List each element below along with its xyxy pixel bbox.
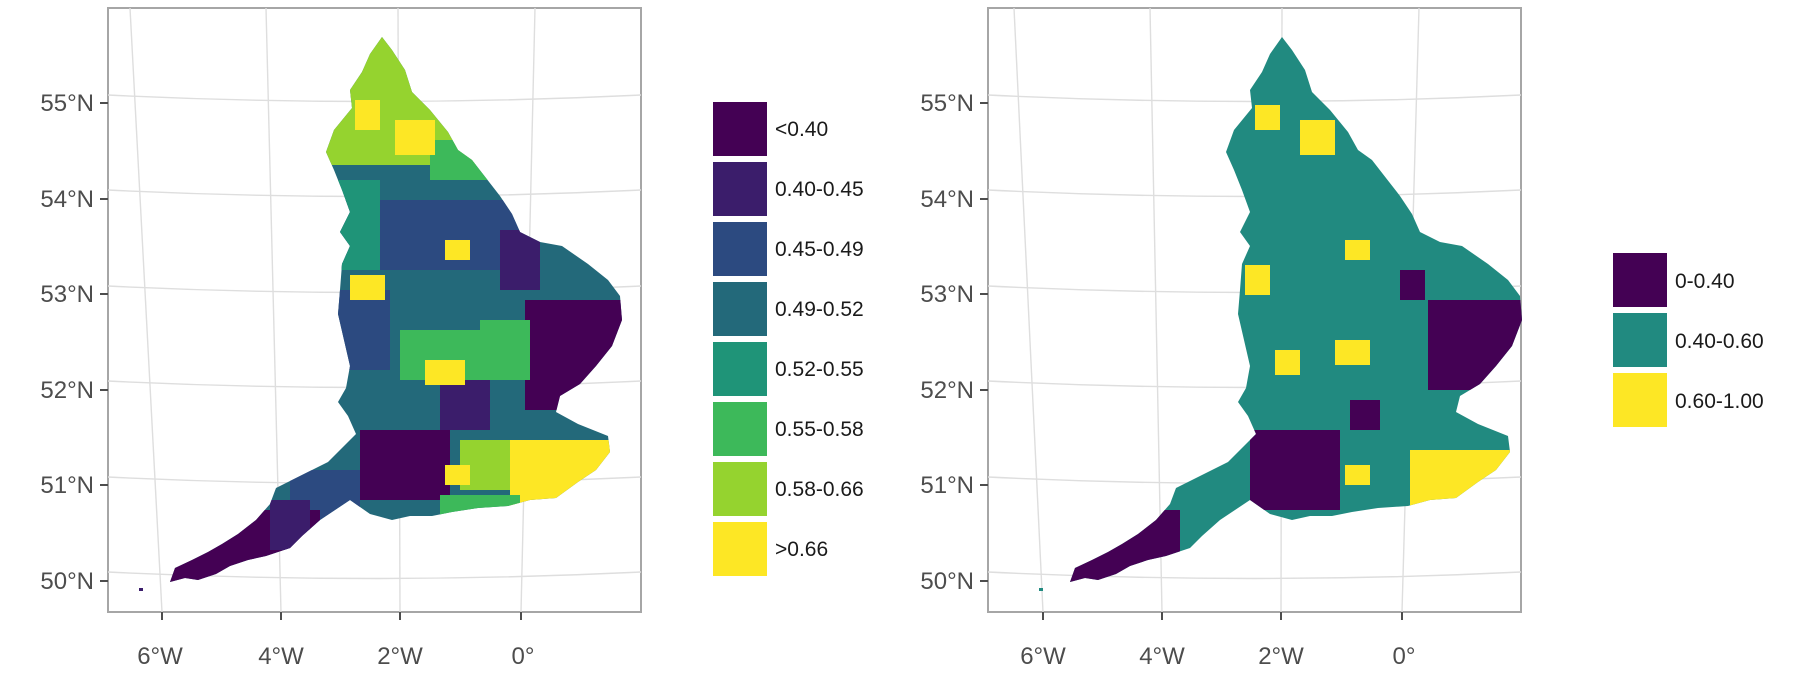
lon-axis: 6°W 4°W 2°W 0°: [1020, 612, 1415, 670]
legend-key-swatch: [1613, 313, 1667, 367]
lat-axis: 55°N 54°N 53°N 52°N 51°N 50°N: [40, 90, 108, 595]
lat-tick-label: 53°N: [40, 281, 94, 308]
region-scilly: [1039, 588, 1043, 591]
map-panel-right: 55°N 54°N 53°N 52°N 51°N 50°N 6°W 4°W 2°…: [920, 7, 1764, 670]
region-central: [440, 380, 490, 430]
region-hotspot-2: [395, 120, 435, 155]
map-panel-left: 55°N 54°N 53°N 52°N 51°N 50°N 6°W 4°W 2°…: [40, 7, 864, 670]
region-midlands-east: [480, 320, 530, 380]
lat-tick-label: 52°N: [40, 377, 94, 404]
region-hotspot-6: [445, 465, 470, 485]
lat-tick-label: 53°N: [920, 281, 974, 308]
legend-key-label: 0.40-0.45: [775, 178, 864, 201]
region-hotspot-7: [1345, 465, 1370, 485]
legend-key-swatch: [713, 102, 767, 156]
legend-key-label: 0-0.40: [1675, 270, 1735, 293]
legend-key-label: 0.52-0.55: [775, 358, 864, 381]
region-central: [1350, 400, 1380, 430]
lon-axis: 6°W 4°W 2°W 0°: [137, 612, 534, 670]
lat-tick-label: 50°N: [920, 568, 974, 595]
lon-tick-label: 4°W: [258, 643, 304, 670]
legend-key-label: <0.40: [775, 118, 828, 141]
region-hotspot-3: [1345, 240, 1370, 260]
legend: <0.40 0.40-0.45 0.45-0.49 0.49-0.52 0.52…: [713, 102, 864, 576]
region-south-central: [360, 430, 450, 500]
legend-key-swatch: [713, 222, 767, 276]
lat-tick-label: 54°N: [40, 186, 94, 213]
lat-tick-label: 55°N: [920, 90, 974, 117]
legend-key-label: 0.45-0.49: [775, 238, 864, 261]
region-hotspot-5: [1335, 340, 1370, 365]
legend-key-label: >0.66: [775, 538, 828, 561]
legend-key-swatch: [713, 462, 767, 516]
legend: 0-0.40 0.40-0.60 0.60-1.00: [1613, 253, 1764, 427]
region-hotspot-1: [1255, 105, 1280, 130]
lon-tick-label: 4°W: [1139, 643, 1185, 670]
lon-tick-label: 2°W: [1258, 643, 1304, 670]
region-hotspot-3: [445, 240, 470, 260]
region-hotspot-2: [1300, 120, 1335, 155]
legend-key-label: 0.55-0.58: [775, 418, 864, 441]
region-lincoln: [1400, 270, 1425, 300]
lat-tick-label: 50°N: [40, 568, 94, 595]
region-lincoln: [500, 230, 540, 290]
region-hotspot-6: [1275, 350, 1300, 375]
region-hotspot-4: [350, 275, 385, 300]
legend-key-label: 0.49-0.52: [775, 298, 864, 321]
lat-tick-label: 51°N: [920, 472, 974, 499]
legend-key-label: 0.60-1.00: [1675, 390, 1764, 413]
region-south-central: [1250, 430, 1340, 510]
legend-key-swatch: [1613, 253, 1667, 307]
region-hotspot-4: [1245, 265, 1270, 295]
region-hotspot-1: [355, 100, 380, 130]
legend-key-label: 0.58-0.66: [775, 478, 864, 501]
legend-key-swatch: [1613, 373, 1667, 427]
region-hotspot-5: [425, 360, 465, 385]
legend-key-swatch: [713, 522, 767, 576]
region-scilly: [139, 588, 143, 591]
lat-tick-label: 51°N: [40, 472, 94, 499]
legend-key-swatch: [713, 342, 767, 396]
lon-tick-label: 0°: [1393, 643, 1416, 670]
lon-tick-label: 0°: [512, 643, 535, 670]
lat-tick-label: 52°N: [920, 377, 974, 404]
legend-key-swatch: [713, 162, 767, 216]
legend-key-label: 0.40-0.60: [1675, 330, 1764, 353]
lat-axis: 55°N 54°N 53°N 52°N 51°N 50°N: [920, 90, 988, 595]
lat-tick-label: 54°N: [920, 186, 974, 213]
lon-tick-label: 2°W: [377, 643, 423, 670]
lat-tick-label: 55°N: [40, 90, 94, 117]
legend-key-swatch: [713, 282, 767, 336]
lon-tick-label: 6°W: [1020, 643, 1066, 670]
lon-tick-label: 6°W: [137, 643, 183, 670]
legend-key-swatch: [713, 402, 767, 456]
